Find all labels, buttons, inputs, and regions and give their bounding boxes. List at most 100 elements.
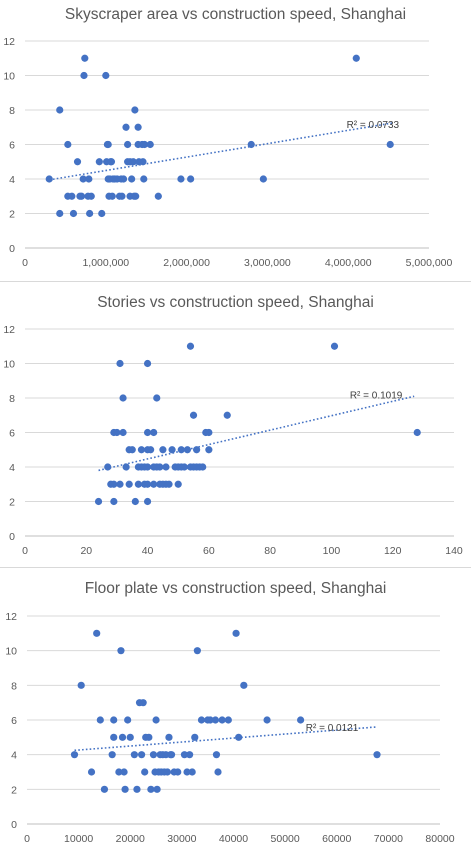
x-tick-label: 10000 [64, 833, 93, 845]
data-point [77, 681, 85, 689]
data-point [138, 751, 146, 759]
data-point [133, 785, 141, 793]
x-tick-label: 50000 [271, 833, 300, 845]
data-point [143, 359, 152, 368]
data-point [139, 158, 147, 166]
y-tick-label: 12 [3, 324, 15, 336]
data-point [122, 463, 130, 471]
trendline [74, 726, 378, 752]
data-point [183, 768, 191, 776]
data-point [108, 192, 116, 200]
data-point [96, 716, 104, 724]
data-point [147, 785, 155, 793]
data-point [85, 175, 93, 183]
data-point [232, 629, 240, 637]
data-point [180, 751, 189, 759]
x-tick-label: 70000 [374, 833, 403, 845]
data-point [56, 106, 64, 114]
chart-panel-stories: Stories vs construction speed, Shanghai … [0, 282, 471, 567]
data-point [259, 175, 267, 183]
data-point [150, 480, 158, 488]
data-point [45, 175, 53, 183]
data-point [93, 629, 101, 637]
data-point [154, 192, 162, 200]
data-point [134, 123, 142, 131]
y-tick-label: 4 [9, 174, 15, 186]
data-point [131, 106, 139, 114]
data-point [373, 751, 381, 759]
data-point [214, 768, 222, 776]
data-point [56, 209, 64, 218]
data-point [386, 140, 394, 149]
x-tick-label: 60 [203, 545, 215, 557]
y-tick-label: 2 [9, 209, 15, 221]
data-point [413, 428, 421, 437]
data-point [107, 158, 116, 166]
y-tick-label: 2 [9, 497, 15, 509]
y-tick-label: 12 [5, 611, 17, 623]
data-point [143, 480, 152, 488]
chart-separator [0, 567, 471, 568]
x-tick-label: 100 [323, 545, 341, 557]
data-point [73, 158, 82, 166]
y-tick-label: 10 [3, 71, 15, 83]
data-point [124, 716, 132, 724]
data-point [128, 446, 136, 454]
data-point [187, 175, 195, 183]
data-point [223, 411, 231, 419]
data-point [117, 647, 125, 655]
data-point [69, 209, 78, 218]
x-tick-label: 5,000,000 [406, 257, 453, 269]
y-tick-label: 0 [11, 819, 17, 831]
data-point [224, 716, 232, 724]
data-point [77, 192, 86, 200]
r-squared-label: R² = 0.0733 [347, 120, 400, 131]
data-point [150, 428, 158, 437]
data-point [116, 480, 124, 488]
data-point [119, 428, 127, 437]
data-point [186, 751, 194, 759]
data-point [145, 733, 153, 741]
x-tick-label: 80000 [425, 833, 454, 845]
x-tick-label: 2,000,000 [163, 257, 210, 269]
y-tick-label: 10 [5, 646, 17, 658]
data-point [180, 463, 188, 471]
data-point [110, 480, 118, 488]
data-point [186, 342, 195, 350]
chart-title-area: Skyscraper area vs construction speed, S… [64, 6, 407, 23]
data-point [110, 733, 118, 741]
r-squared-label: R² = 0.0121 [306, 723, 359, 734]
data-point [199, 463, 207, 471]
data-point [146, 140, 154, 149]
x-tick-label: 0 [22, 545, 28, 557]
data-point [64, 140, 72, 149]
data-point [79, 175, 87, 183]
y-tick-label: 10 [3, 359, 15, 371]
data-point [132, 192, 140, 200]
data-point [218, 716, 226, 724]
data-point [121, 785, 129, 793]
chart-title-stories: Stories vs construction speed, Shanghai [97, 294, 374, 311]
data-point [263, 716, 271, 724]
data-point [212, 751, 221, 759]
x-tick-label: 0 [22, 257, 28, 269]
data-point [177, 175, 185, 183]
data-point [124, 140, 132, 149]
data-point [189, 411, 198, 419]
data-point [87, 768, 96, 776]
data-point [134, 480, 142, 488]
chart-plot-floorplate: 0 2 4 6 8 10 12 0 10000 20000 30000 40000 50000 60000… [5, 611, 454, 845]
data-point [330, 342, 339, 350]
data-point [197, 716, 206, 724]
data-point [188, 768, 196, 776]
x-tick-label: 20 [80, 545, 92, 557]
data-point [174, 768, 182, 776]
data-point [80, 71, 88, 80]
y-tick-label: 8 [11, 680, 17, 692]
data-point [143, 497, 152, 506]
chart-title-floorplate: Floor plate vs construction speed, Shang… [84, 580, 387, 597]
data-point [177, 446, 185, 454]
trendline [98, 395, 415, 472]
data-point [126, 733, 134, 741]
data-point [94, 497, 103, 506]
